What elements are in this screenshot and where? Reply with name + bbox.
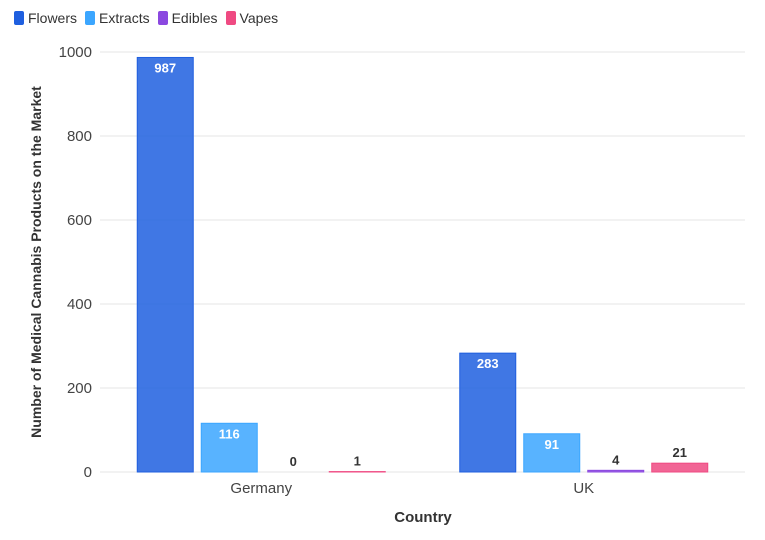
data-label-edibles-germany: 0 [290,454,297,469]
legend-swatch-edibles [157,11,168,25]
bar-flowers-uk[interactable] [459,352,517,473]
y-tick-label: 800 [67,128,92,145]
bar-extracts-germany[interactable] [200,422,258,473]
y-tick-label: 400 [67,296,92,313]
bar-edibles-uk[interactable] [587,469,645,473]
legend-label-flowers: Flowers [28,10,78,26]
legend-item-extracts[interactable]: Extracts [85,10,150,26]
legend-item-vapes[interactable]: Vapes [225,10,279,26]
data-label-edibles-uk: 4 [612,452,620,467]
bar-flowers-germany[interactable] [136,56,194,473]
legend-item-flowers[interactable]: Flowers [14,10,77,26]
legend-label-extracts: Extracts [99,10,150,26]
x-axis-label: Country [394,509,452,526]
data-label-extracts-uk: 91 [545,437,559,452]
legend-label-vapes: Vapes [239,10,279,26]
data-label-extracts-germany: 116 [219,426,240,441]
x-tick-label: UK [573,480,594,497]
legend: Flowers Extracts Edibles Vapes [14,10,278,26]
y-axis-ticks: 0 200 400 600 800 1000 [59,44,92,481]
y-tick-label: 200 [67,380,92,397]
legend-swatch-flowers [14,11,24,25]
y-tick-label: 1000 [59,44,92,61]
x-tick-label: Germany [230,480,292,497]
legend-label-edibles: Edibles [171,10,218,26]
bars: 987 116 0 1 283 91 4 21 [136,56,709,473]
y-axis-label: Number of Medical Cannabis Products on t… [28,86,44,438]
data-label-vapes-germany: 1 [354,454,361,469]
legend-swatch-extracts [85,11,96,25]
data-label-flowers-germany: 987 [154,60,176,75]
y-tick-label: 0 [84,464,92,481]
gridlines [100,51,745,473]
legend-swatch-vapes [225,11,236,25]
y-tick-label: 600 [67,212,92,229]
bar-extracts-uk[interactable] [523,433,581,473]
data-label-vapes-uk: 21 [673,445,687,460]
x-axis-ticks: Germany UK [230,480,594,497]
legend-item-edibles[interactable]: Edibles [157,10,218,26]
data-label-flowers-uk: 283 [477,356,499,371]
bar-vapes-uk[interactable] [651,462,709,473]
